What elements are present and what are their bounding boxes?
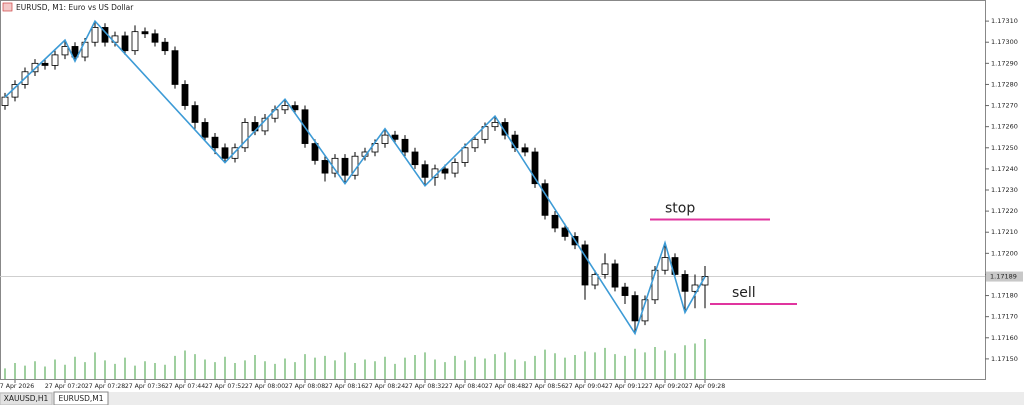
- x-tick-label: 27 Apr 09:12: [605, 383, 645, 390]
- candle-body: [531, 151, 539, 185]
- x-tick-label: 27 Apr 09:28: [685, 383, 725, 390]
- candle-body: [151, 33, 159, 43]
- candle-body: [611, 263, 619, 288]
- candle-body: [1, 96, 9, 106]
- candle-body: [601, 263, 609, 275]
- price-label: 1.17189: [990, 273, 1017, 281]
- candle-body: [171, 50, 179, 85]
- y-tick-label: 1.17210: [991, 228, 1018, 236]
- x-tick-label: 27 Apr 07:52: [205, 383, 245, 390]
- candle-body: [561, 227, 569, 237]
- candle-body: [121, 35, 129, 52]
- candle-body: [241, 122, 249, 149]
- candle-body: [191, 105, 199, 123]
- candle-body: [681, 274, 689, 292]
- candle-body: [51, 54, 59, 66]
- candle-body: [631, 295, 639, 322]
- candle-body: [41, 62, 49, 66]
- candle-body: [311, 143, 319, 161]
- symbol-icon: [2, 2, 13, 12]
- annotation-text: sell: [732, 285, 756, 301]
- y-tick-label: 1.17240: [991, 165, 1018, 173]
- zigzag-line: [4, 19, 706, 336]
- annotation-text: stop: [665, 201, 695, 217]
- candle-body: [401, 138, 409, 153]
- candle-body: [471, 138, 479, 149]
- x-tick-label: 27 Apr 08:40: [445, 383, 485, 390]
- x-tick-label: 27 Apr 08:48: [485, 383, 525, 390]
- x-tick-label: 27 Apr 08:56: [525, 383, 565, 390]
- candle-body: [201, 122, 209, 138]
- y-tick-label: 1.17180: [991, 292, 1018, 300]
- y-tick-label: 1.17170: [991, 313, 1018, 321]
- candle-body: [581, 244, 589, 286]
- candle-body: [661, 257, 669, 271]
- candle-body: [521, 147, 529, 153]
- y-tick-label: 1.17310: [991, 17, 1018, 25]
- candle-body: [391, 134, 399, 140]
- tab-label[interactable]: EURUSD,M1: [58, 394, 103, 403]
- y-tick-label: 1.17250: [991, 144, 1018, 152]
- candle-body: [541, 183, 549, 216]
- candle-body: [451, 162, 459, 174]
- x-tick-label: 27 Apr 07:20: [45, 383, 85, 390]
- x-tick-label: 27 Apr 07:28: [85, 383, 125, 390]
- price-label-box: [986, 271, 1023, 282]
- y-tick-label: 1.17160: [991, 334, 1018, 342]
- candle-body: [651, 269, 659, 301]
- x-tick-label: 27 Apr 08:08: [285, 383, 325, 390]
- candle-body: [621, 286, 629, 296]
- y-tick-label: 1.17200: [991, 249, 1018, 257]
- candle-body: [291, 105, 299, 111]
- y-tick-label: 1.17230: [991, 186, 1018, 194]
- candle-body: [341, 157, 349, 176]
- y-tick-label: 1.17270: [991, 102, 1018, 110]
- x-tick-label: 27 Apr 08:16: [325, 383, 365, 390]
- x-tick-label: 27 Apr 2026: [0, 383, 34, 390]
- candle-body: [421, 164, 429, 178]
- y-tick-label: 1.17150: [991, 355, 1018, 363]
- y-tick-label: 1.17290: [991, 59, 1018, 67]
- candle-body: [381, 134, 389, 144]
- tab-bar: [0, 392, 1024, 405]
- x-tick-label: 27 Apr 08:00: [245, 383, 285, 390]
- x-tick-label: 27 Apr 09:04: [565, 383, 605, 390]
- candle-body: [91, 27, 99, 43]
- candle-body: [491, 122, 499, 128]
- candle-body: [141, 31, 149, 35]
- x-tick-label: 27 Apr 07:36: [125, 383, 165, 390]
- candle-body: [441, 168, 449, 174]
- x-tick-label: 27 Apr 07:44: [165, 383, 205, 390]
- candle-body: [181, 84, 189, 106]
- tab[interactable]: [0, 392, 53, 405]
- candle-body: [501, 122, 509, 136]
- candle-body: [321, 160, 329, 174]
- candle-body: [211, 136, 219, 149]
- candle-body: [71, 46, 79, 58]
- x-tick-label: 27 Apr 08:24: [365, 383, 405, 390]
- y-tick-label: 1.17260: [991, 123, 1018, 131]
- candle-body: [281, 105, 289, 111]
- candle-body: [221, 147, 229, 159]
- chart-title: EURUSD, M1: Euro vs US Dollar: [16, 3, 134, 12]
- y-tick-label: 1.17280: [991, 80, 1018, 88]
- tab-active[interactable]: [53, 391, 109, 405]
- candle-body: [411, 151, 419, 166]
- candle-body: [461, 147, 469, 163]
- candle-body: [591, 274, 599, 286]
- candle-body: [61, 46, 69, 56]
- y-tick-label: 1.17300: [991, 38, 1018, 46]
- candle-body: [551, 214, 559, 229]
- tab-label[interactable]: XAUUSD,H1: [4, 394, 49, 403]
- y-tick-label: 1.17220: [991, 207, 1018, 215]
- x-tick-label: 27 Apr 09:20: [645, 383, 685, 390]
- x-tick-label: 27 Apr 08:32: [405, 383, 445, 390]
- candle-body: [161, 41, 169, 52]
- candle-body: [131, 31, 139, 52]
